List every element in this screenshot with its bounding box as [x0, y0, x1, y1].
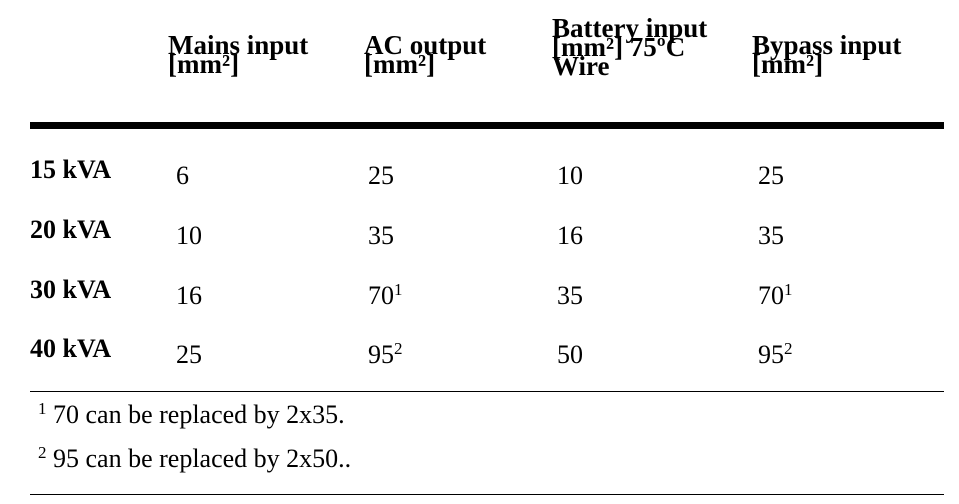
table-cell: 16: [176, 283, 202, 312]
row-label: 15 kVA: [30, 155, 112, 184]
cell-value: 35: [557, 281, 583, 310]
cell-value: 70: [368, 281, 394, 310]
row-label: 40 kVA: [30, 334, 112, 363]
cell-value: 25: [368, 161, 394, 190]
table-cell: 10: [557, 163, 583, 192]
row-label: 30 kVA: [30, 275, 112, 304]
cell-footnote-mark: 1: [784, 280, 793, 299]
column-header-bypass-input: Bypass input [mm²]: [752, 30, 902, 79]
cell-value: 70: [758, 281, 784, 310]
table-cell: 10: [176, 223, 202, 252]
column-header-battery-input: Battery input [mm²] 75ºC Wire: [552, 13, 708, 81]
cell-footnote-mark: 2: [784, 339, 793, 358]
footnote-bottom-rule: [30, 494, 944, 495]
table-cell: 25: [368, 163, 394, 192]
column-header-mains-input: Mains input [mm²]: [168, 30, 309, 79]
table-cell: 50: [557, 342, 583, 371]
header-line: [mm²] 75ºC: [552, 32, 686, 62]
table-cell: 25: [758, 163, 784, 192]
footnote-mark: 2: [38, 443, 47, 462]
footnote: 2 95 can be replaced by 2x50..: [38, 443, 352, 475]
table-cell: 701: [368, 280, 403, 312]
table-cell: 35: [368, 223, 394, 252]
cell-value: 10: [557, 161, 583, 190]
table-cell: 952: [368, 339, 403, 371]
cell-value: 16: [557, 221, 583, 250]
table-cell: 25: [176, 342, 202, 371]
cell-value: 16: [176, 281, 202, 310]
cell-value: 25: [176, 340, 202, 369]
header-line: Mains input: [168, 30, 309, 60]
cell-footnote-mark: 1: [394, 280, 403, 299]
cell-value: 10: [176, 221, 202, 250]
footnote-text: 70 can be replaced by 2x35.: [46, 400, 345, 429]
cell-value: 95: [368, 340, 394, 369]
cell-value: 35: [758, 221, 784, 250]
footnote-text: 95 can be replaced by 2x50..: [46, 444, 352, 473]
table-cell: 701: [758, 280, 793, 312]
row-label: 20 kVA: [30, 215, 112, 244]
cell-value: 35: [368, 221, 394, 250]
table-cell: 6: [176, 163, 189, 192]
cell-footnote-mark: 2: [394, 339, 403, 358]
table-bottom-rule: [30, 391, 944, 392]
header-line: Battery input: [552, 13, 708, 43]
cell-value: 50: [557, 340, 583, 369]
table-cell: 35: [758, 223, 784, 252]
table-cell: 16: [557, 223, 583, 252]
header-line: Bypass input: [752, 30, 902, 60]
footnote: 1 70 can be replaced by 2x35.: [38, 399, 345, 431]
header-line: [mm²]: [752, 49, 824, 79]
header-divider: [30, 122, 944, 129]
footnote-mark: 1: [38, 399, 47, 418]
header-line: [mm²]: [168, 49, 240, 79]
header-line: AC output: [364, 30, 487, 60]
cell-value: 6: [176, 161, 189, 190]
header-line: Wire: [552, 51, 610, 81]
column-header-ac-output: AC output [mm²]: [364, 30, 487, 79]
table-cell: 35: [557, 283, 583, 312]
cell-value: 95: [758, 340, 784, 369]
header-line: [mm²]: [364, 49, 436, 79]
cell-value: 25: [758, 161, 784, 190]
table-cell: 952: [758, 339, 793, 371]
